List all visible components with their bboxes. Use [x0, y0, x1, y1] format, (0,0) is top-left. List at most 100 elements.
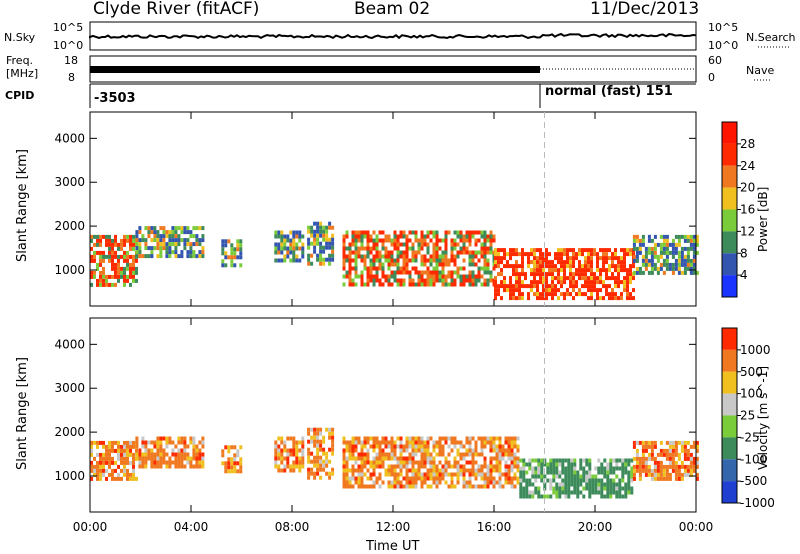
echo-cell [126, 440, 129, 445]
echo-cell [641, 464, 645, 469]
echo-cell [692, 262, 696, 267]
echo-cell [381, 262, 385, 267]
echo-cell [519, 470, 523, 475]
echo-cell [509, 288, 512, 293]
echo-cell [483, 262, 487, 267]
echo-cell [515, 260, 518, 265]
echo-cell [590, 252, 593, 257]
echo-cell [614, 284, 617, 289]
echo-cell [608, 248, 611, 253]
echo-cell [624, 494, 628, 499]
echo-cell [405, 472, 409, 477]
echo-cell [435, 238, 439, 243]
echo-cell [552, 462, 556, 467]
echo-cell [420, 270, 424, 275]
echo-cell [414, 460, 418, 465]
echo-cell [626, 248, 629, 253]
echo-cell [465, 246, 469, 251]
echo-cell [280, 258, 284, 263]
echo-cell [662, 270, 666, 275]
echo-cell [328, 245, 332, 250]
echo-cell [114, 274, 117, 279]
colorbar-tick-label: 8 [740, 246, 748, 260]
echo-cell [438, 262, 442, 267]
echo-cell [99, 270, 102, 275]
echo-cell [310, 471, 314, 476]
echo-cell [597, 466, 601, 471]
echo-cell [360, 456, 364, 461]
echo-cell [411, 472, 415, 477]
echo-cell [90, 440, 93, 445]
echo-cell [387, 472, 391, 477]
echo-cell [117, 242, 120, 247]
echo-cell [462, 238, 466, 243]
echo-cell [521, 248, 524, 253]
echo-cell [695, 456, 699, 461]
echo-cell [509, 264, 512, 269]
echo-cell [596, 292, 599, 297]
echo-cell [447, 484, 451, 489]
echo-cell [201, 254, 205, 259]
echo-cell [316, 451, 320, 456]
echo-cell [313, 427, 317, 432]
freq-scale-top: 18 [64, 54, 78, 67]
echo-cell [506, 288, 509, 293]
echo-cell [195, 464, 199, 469]
echo-cell [563, 248, 566, 253]
echo-cell [375, 238, 379, 243]
echo-cell [198, 226, 202, 231]
echo-cell [650, 476, 654, 481]
echo-cell [689, 234, 693, 239]
echo-cell [307, 471, 311, 476]
echo-cell [393, 270, 397, 275]
echo-cell [117, 444, 120, 449]
echo-cell [623, 280, 626, 285]
echo-cell [477, 472, 481, 477]
echo-cell [486, 258, 490, 263]
echo-cell [90, 452, 93, 457]
echo-cell [307, 439, 311, 444]
echo-cell [489, 230, 493, 235]
echo-cell [522, 478, 526, 483]
echo-cell [653, 444, 657, 449]
echo-cell [108, 254, 111, 259]
echo-cell [117, 258, 120, 263]
echo-cell [372, 440, 376, 445]
echo-cell [165, 234, 169, 239]
echo-cell [96, 472, 99, 477]
echo-cell [612, 458, 616, 463]
echo-cell [114, 270, 117, 275]
echo-cell [477, 436, 481, 441]
echo-cell [515, 252, 518, 257]
echo-cell [536, 256, 539, 261]
echo-cell [593, 284, 596, 289]
echo-cell [450, 258, 454, 263]
echo-cell [417, 460, 421, 465]
echo-cell [447, 270, 451, 275]
echo-cell [515, 272, 518, 277]
echo-cell [671, 266, 675, 271]
echo-cell [444, 274, 448, 279]
echo-cell [441, 262, 445, 267]
echo-cell [612, 490, 616, 495]
echo-cell [120, 254, 123, 259]
echo-cell [671, 250, 675, 255]
echo-cell [483, 440, 487, 445]
echo-cell [150, 226, 154, 231]
echo-cell [405, 444, 409, 449]
echo-cell [132, 452, 135, 457]
echo-cell [585, 478, 589, 483]
echo-cell [114, 448, 117, 453]
echo-cell [548, 268, 551, 273]
echo-cell [560, 252, 563, 257]
echo-cell [462, 278, 466, 283]
echo-cell [584, 284, 587, 289]
echo-cell [132, 476, 135, 481]
echo-cell [120, 476, 123, 481]
echo-cell [239, 239, 243, 244]
echo-cell [399, 242, 403, 247]
echo-cell [384, 456, 388, 461]
echo-cell [564, 478, 568, 483]
echo-cell [492, 266, 496, 271]
echo-cell [298, 464, 302, 469]
